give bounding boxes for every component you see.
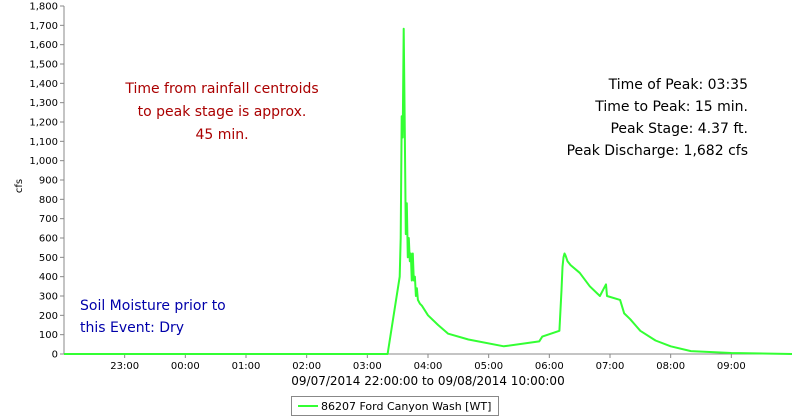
annotation-centroid-line: to peak stage is approx. <box>138 104 307 120</box>
x-axis-ticks: 23:00 00:00 01:00 02:00 03:00 04:00 05:00 06:00… <box>110 354 746 372</box>
annotation-peak-line: Time of Peak: 03:35 <box>608 77 748 93</box>
annotation-peak: Time of Peak: 03:35 Time to Peak: 15 min… <box>567 77 748 159</box>
annotation-soil-line: this Event: Dry <box>80 320 184 336</box>
annotation-soil-moisture: Soil Moisture prior to this Event: Dry <box>80 298 226 336</box>
y-tick-label: 1,100 <box>29 137 58 148</box>
annotation-peak-line: Peak Stage: 4.37 ft. <box>610 121 748 137</box>
legend-swatch <box>298 405 318 407</box>
x-tick-label: 03:00 <box>353 361 382 372</box>
y-tick-label: 800 <box>39 195 58 206</box>
x-tick-label: 02:00 <box>292 361 321 372</box>
y-tick-label: 100 <box>39 330 58 341</box>
annotation-peak-line: Peak Discharge: 1,682 cfs <box>567 143 748 159</box>
y-tick-label: 600 <box>39 234 58 245</box>
y-axis-ticks: 0 100 200 300 400 500 600 700 800 900 1,000 1,100 1,… <box>29 2 64 361</box>
x-tick-label: 01:00 <box>232 361 261 372</box>
y-tick-label: 1,500 <box>29 60 58 71</box>
y-tick-label: 500 <box>39 253 58 264</box>
y-tick-label: 400 <box>39 272 58 283</box>
x-tick-label: 09:00 <box>717 361 746 372</box>
x-tick-label: 00:00 <box>171 361 200 372</box>
x-tick-label: 04:00 <box>414 361 443 372</box>
y-tick-label: 1,400 <box>29 79 58 90</box>
y-tick-label: 300 <box>39 292 58 303</box>
x-axis-label: 09/07/2014 22:00:00 to 09/08/2014 10:00:… <box>291 374 564 388</box>
y-tick-label: 0 <box>52 350 58 361</box>
hydrograph-chart: 0 100 200 300 400 500 600 700 800 900 1,000 1,100 1,… <box>14 2 793 388</box>
y-axis-label: cfs <box>14 179 25 193</box>
y-tick-label: 1,200 <box>29 118 58 129</box>
annotation-centroid: Time from rainfall centroids to peak sta… <box>124 81 318 143</box>
y-tick-label: 1,600 <box>29 40 58 51</box>
y-tick-label: 1,700 <box>29 21 58 32</box>
y-tick-label: 1,000 <box>29 156 58 167</box>
x-tick-label: 23:00 <box>110 361 139 372</box>
annotation-centroid-line: Time from rainfall centroids <box>124 81 318 97</box>
y-tick-label: 1,800 <box>29 2 58 13</box>
x-tick-label: 07:00 <box>596 361 625 372</box>
legend-entry-label: 86207 Ford Canyon Wash [WT] <box>321 399 492 413</box>
x-tick-label: 06:00 <box>535 361 564 372</box>
y-tick-label: 1,300 <box>29 98 58 109</box>
series-line-ford-canyon-wash <box>64 27 793 355</box>
y-tick-label: 200 <box>39 311 58 322</box>
annotation-peak-line: Time to Peak: 15 min. <box>594 99 748 115</box>
chart-legend: 86207 Ford Canyon Wash [WT] <box>291 396 499 416</box>
x-tick-label: 08:00 <box>656 361 685 372</box>
y-tick-label: 900 <box>39 176 58 187</box>
annotation-soil-line: Soil Moisture prior to <box>80 298 226 314</box>
x-tick-label: 05:00 <box>474 361 503 372</box>
y-tick-label: 700 <box>39 214 58 225</box>
annotation-centroid-line: 45 min. <box>195 127 248 143</box>
